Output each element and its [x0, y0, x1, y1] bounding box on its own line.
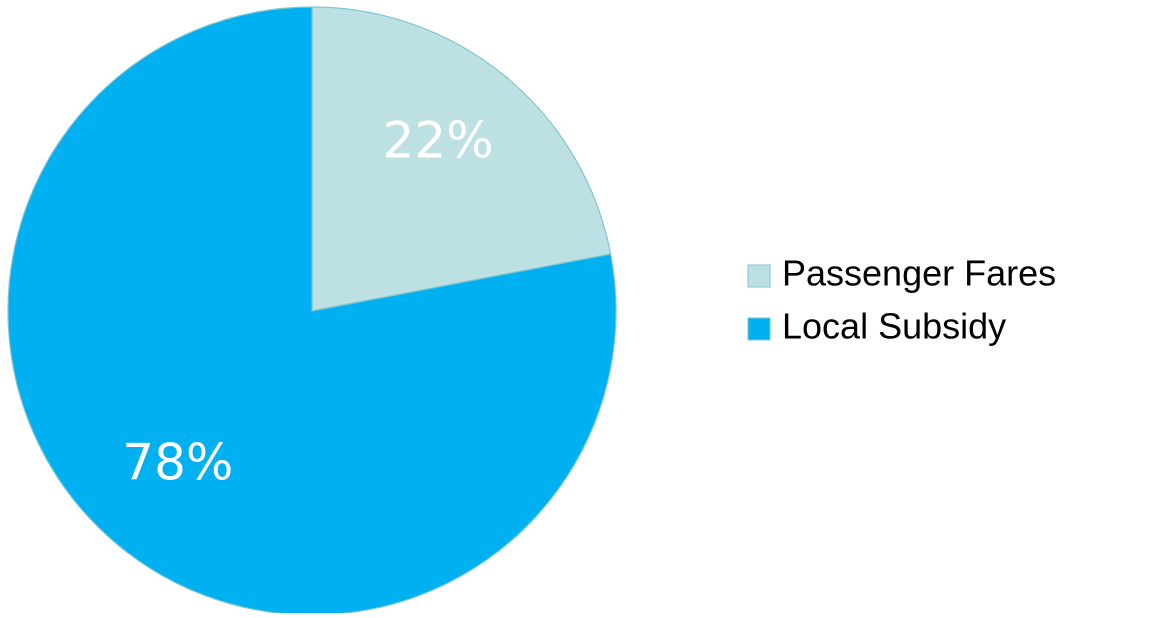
data-label-passenger-fares: 22% [383, 111, 494, 169]
pie-slice-passenger-fares [311, 6, 612, 312]
legend-swatch-passenger-fares [747, 264, 771, 288]
legend: Passenger Fares Local Subsidy [747, 253, 1056, 347]
legend-label-passenger-fares: Passenger Fares [782, 253, 1056, 294]
legend-swatch-local-subsidy [747, 317, 771, 341]
pie-data-labels: 22% 78% [122, 111, 493, 491]
legend-label-local-subsidy: Local Subsidy [782, 306, 1006, 347]
legend-item-local-subsidy: Local Subsidy [747, 306, 1006, 347]
data-label-local-subsidy: 78% [122, 434, 233, 492]
pie-slices [7, 6, 617, 616]
legend-item-passenger-fares: Passenger Fares [747, 253, 1056, 294]
pie-slice-local-subsidy [7, 6, 617, 616]
